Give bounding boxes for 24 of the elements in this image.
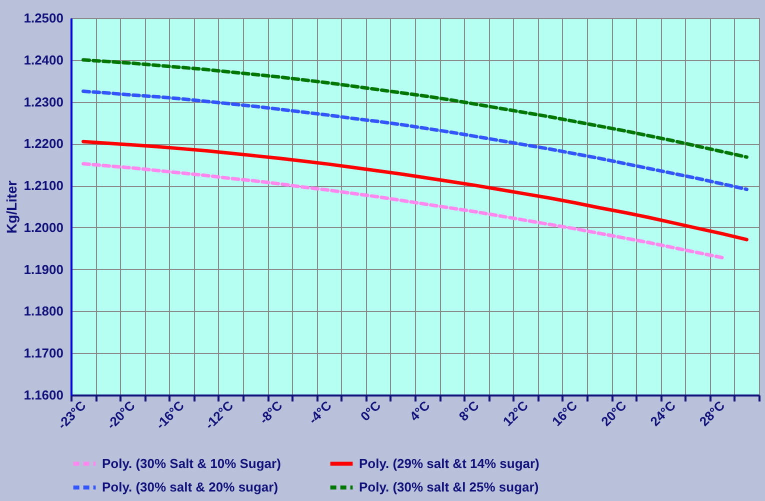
y-tick-label: 1.2000	[24, 220, 64, 235]
x-tick-label: -8°C	[256, 397, 286, 427]
line-series	[82, 58, 748, 159]
line-series	[82, 140, 748, 242]
y-tick-label: 1.1600	[24, 388, 64, 402]
y-tick-label: 1.2100	[24, 178, 64, 194]
legend-label: Poly. (29% salt &t 14% sugar)	[359, 456, 540, 471]
x-tick-label: 8°C	[456, 397, 482, 424]
x-tick-label: 4°C	[406, 397, 434, 424]
legend-label: Poly. (30% salt &l 25% sugar)	[359, 480, 539, 494]
y-tick-label: 1.2400	[24, 52, 64, 68]
legend-label: Poly. (30% salt & 20% sugar)	[102, 480, 278, 494]
y-tick-label: 1.1700	[24, 346, 64, 361]
line-series	[82, 162, 724, 260]
y-tick-label: 1.2200	[24, 136, 64, 152]
x-tick-label: -4°C	[305, 397, 335, 427]
x-tick-label: 0°C	[358, 397, 384, 424]
legend-label: Poly. (30% Salt & 10% Sugar)	[102, 456, 281, 471]
y-tick-label: 1.1800	[24, 304, 64, 319]
line-series	[82, 90, 748, 192]
y-tick-label: 1.2300	[24, 94, 64, 110]
y-tick-label: 1.2500	[24, 10, 64, 26]
y-tick-label: 1.1900	[24, 262, 64, 277]
y-axis-title: Kg/Liter	[4, 180, 20, 234]
